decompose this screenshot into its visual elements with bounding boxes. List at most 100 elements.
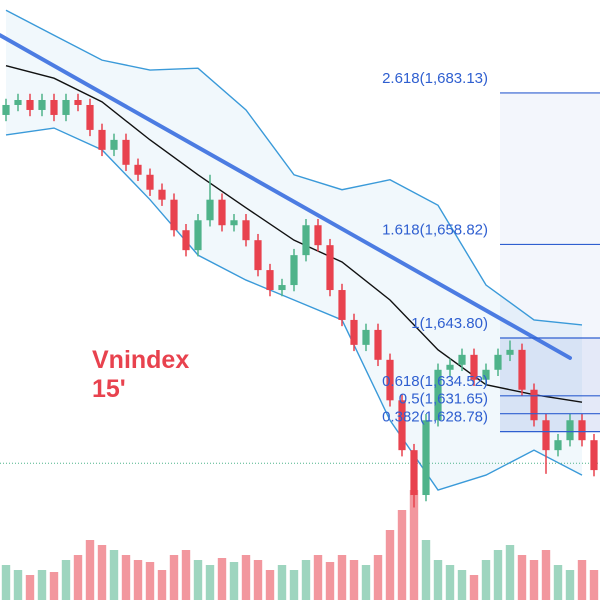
volume-bar [301, 560, 311, 600]
volume-bar [433, 560, 443, 600]
volume-bar [205, 565, 215, 600]
volume-bar [397, 510, 407, 600]
fib-label: 0.618(1,634.52) [382, 373, 488, 390]
volume-bar [325, 562, 335, 600]
candle-body [518, 349, 526, 390]
volume-bar [553, 565, 563, 600]
candle-body [218, 199, 226, 226]
candle-body [302, 225, 310, 256]
fib-label: 2.618(1,683.13) [382, 70, 488, 87]
volume-bar [565, 570, 575, 600]
candle-body [134, 164, 142, 175]
candle-body [422, 420, 430, 496]
candle-body [458, 354, 466, 365]
volume-bar [337, 555, 347, 600]
volume-bar [121, 555, 131, 600]
candle-body [530, 389, 538, 421]
candle-body [50, 100, 58, 115]
fib-label: 1.618(1,658.82) [382, 221, 488, 238]
volume-bar [349, 560, 359, 600]
volume-bar [97, 545, 107, 600]
volume-bar [229, 562, 239, 600]
plot: 2.618(1,683.13) 1.618(1,658.82) 1(1,643.80… [0, 9, 600, 600]
volume-bar [469, 575, 479, 600]
candle-body [410, 450, 418, 496]
candle-body [386, 359, 394, 401]
candle-body [554, 440, 562, 451]
fib-zone [500, 92, 600, 432]
chart-subtitle: 15' [92, 375, 126, 403]
volume-bar [505, 545, 515, 600]
volume-bar [385, 530, 395, 600]
candle-body [62, 100, 70, 115]
candle-body [2, 104, 10, 115]
candle-body [506, 349, 514, 355]
volume-bar [85, 540, 95, 600]
volume-bar [157, 570, 167, 600]
candle-body [566, 420, 574, 441]
fib-zone [500, 338, 600, 432]
candle-body [326, 245, 334, 291]
volume-bar [109, 550, 119, 600]
volume-bar [217, 558, 227, 600]
candle-body [542, 420, 550, 451]
volume-bar [193, 560, 203, 600]
candle-body [482, 369, 490, 380]
candle-body [38, 100, 46, 110]
candle-body [446, 364, 454, 370]
candle-body [290, 255, 298, 286]
volume-bar [493, 550, 503, 600]
candle-body [230, 220, 238, 226]
volume-bar [49, 572, 59, 600]
candle-body [362, 329, 370, 345]
candle-body [242, 220, 250, 241]
candle-body [470, 354, 478, 380]
candle-body [14, 100, 22, 105]
fib-label: 0.5(1,631.65) [399, 391, 488, 408]
candle-body [146, 174, 154, 190]
volume-bar [373, 555, 383, 600]
volume-bar [169, 555, 179, 600]
candle-body [374, 329, 382, 360]
volume-bar [133, 560, 143, 600]
candle-body [158, 189, 166, 200]
candle-body [98, 129, 106, 150]
candle-body [254, 240, 262, 271]
volume-bar [589, 570, 599, 600]
volume-bar [361, 565, 371, 600]
candle-body [338, 290, 346, 320]
candle-body [110, 139, 118, 150]
candle-body [206, 199, 214, 221]
candle-body [350, 319, 358, 345]
volume-bar [541, 550, 551, 600]
volume-bar [289, 570, 299, 600]
volume-bar [529, 560, 539, 600]
volume-bar [253, 560, 263, 600]
candle-body [182, 230, 190, 251]
trendline [0, 33, 572, 360]
volume-bar [37, 570, 47, 600]
candle-body [578, 420, 586, 441]
candle-body [194, 220, 202, 251]
volume-bar [277, 565, 287, 600]
volume-bar [13, 570, 23, 600]
volume-bar [445, 565, 455, 600]
volume-bar [73, 555, 83, 600]
volume-bar [1, 565, 11, 600]
volume-bar [421, 540, 431, 600]
volume-bar [265, 570, 275, 600]
candle-body [122, 139, 130, 165]
candle-body [86, 104, 94, 130]
volume-bar [577, 560, 587, 600]
volume-bar [313, 555, 323, 600]
candle-body [494, 354, 502, 370]
volume-bar [409, 490, 419, 600]
volume-bar [481, 560, 491, 600]
candle-body [170, 199, 178, 231]
chart-title: Vnindex [92, 346, 189, 374]
fib-label: 1(1,643.80) [411, 315, 488, 332]
upper-band [5, 9, 583, 326]
volume-bar [25, 575, 35, 600]
candle-body [74, 100, 82, 105]
